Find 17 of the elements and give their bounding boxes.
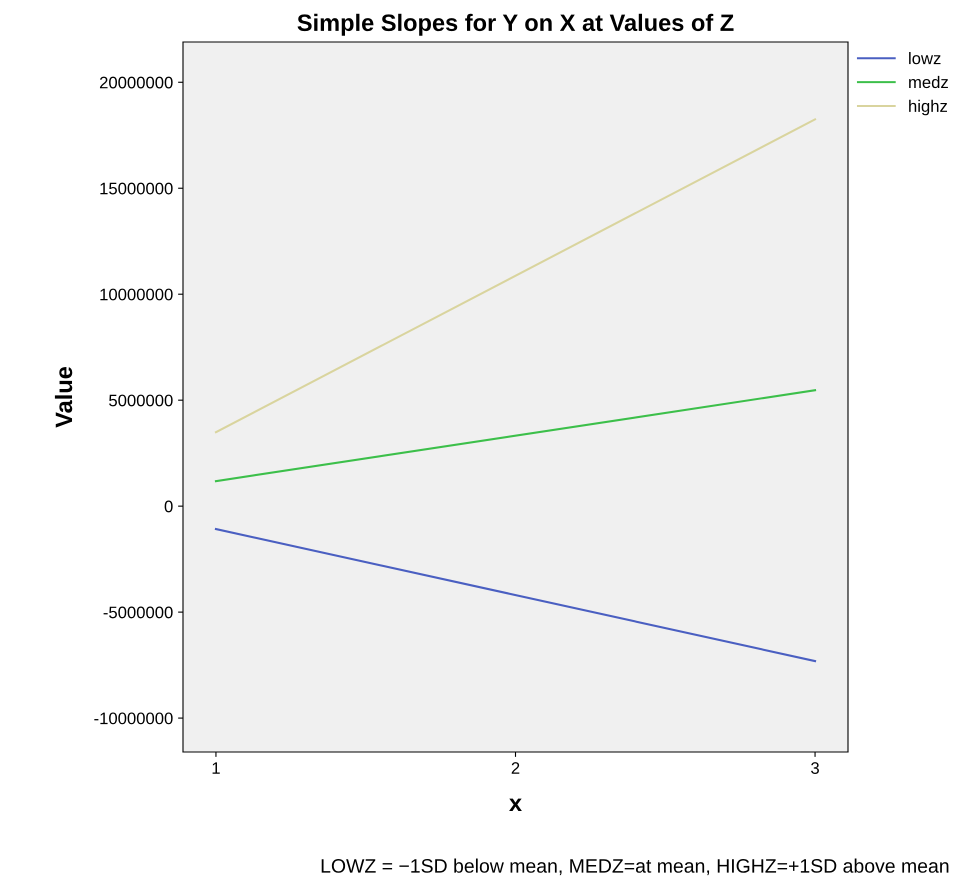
y-tick-label: -5000000 bbox=[104, 606, 173, 618]
y-tick-label: 20000000 bbox=[100, 76, 173, 88]
y-tick-label: -10000000 bbox=[94, 712, 173, 724]
x-tick-label: 2 bbox=[512, 762, 520, 774]
y-tick-label: 0 bbox=[164, 500, 173, 512]
x-tick-label: 1 bbox=[212, 762, 220, 774]
text: LOWZ = −1SD below mean, MEDZ=at mean, HIGHZ=+1SD above mean bbox=[322, 858, 948, 876]
legend-label: medz bbox=[909, 76, 948, 88]
legend-label: lowz bbox=[909, 52, 941, 64]
y-tick-label: 10000000 bbox=[100, 288, 173, 300]
x-axis-title: x bbox=[509, 798, 522, 812]
y-axis-title: Value bbox=[54, 366, 72, 428]
y-tick-label: 15000000 bbox=[100, 182, 173, 194]
x-tick-label: 3 bbox=[811, 762, 819, 774]
y-tick-label: 5000000 bbox=[109, 394, 173, 406]
legend-label: highz bbox=[909, 100, 948, 116]
chart-title: Simple Slopes for Y on X at Values of Z bbox=[297, 14, 734, 36]
